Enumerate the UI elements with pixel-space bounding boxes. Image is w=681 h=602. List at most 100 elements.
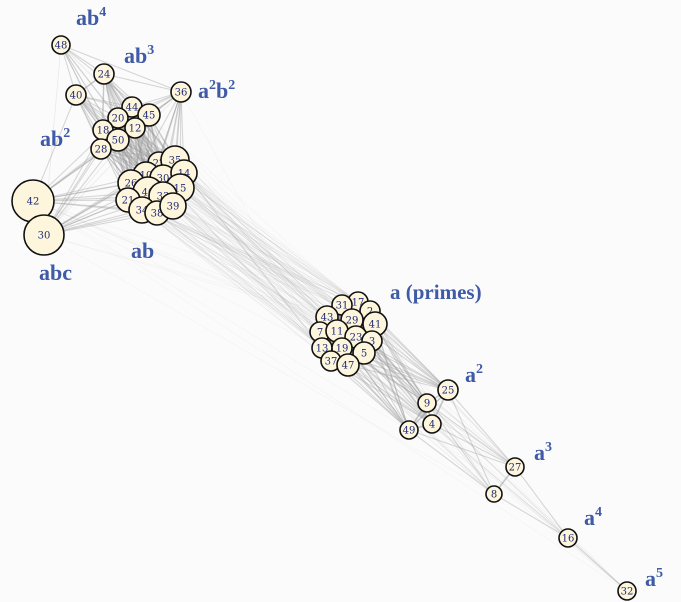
node-label: 16 xyxy=(562,534,575,545)
graph-edge xyxy=(127,199,428,404)
graph-edge xyxy=(355,336,628,592)
node-label: 42 xyxy=(27,197,40,208)
graph-node: 8 xyxy=(485,485,503,503)
graph-edge xyxy=(347,364,449,391)
graph-edge xyxy=(174,159,323,349)
graph-edge xyxy=(162,177,332,362)
graph-edge xyxy=(162,195,569,539)
graph-edge xyxy=(174,159,338,332)
node-label: 30 xyxy=(38,231,51,242)
node-label: 31 xyxy=(336,301,349,312)
graph-edge xyxy=(162,195,321,333)
graph-edge xyxy=(141,209,338,332)
graph-node: 16 xyxy=(558,528,578,548)
graph-node: 45 xyxy=(137,103,161,127)
graph-edge xyxy=(158,91,182,164)
graph-edge xyxy=(431,423,569,539)
graph-edge xyxy=(179,187,410,431)
graph-node: 39 xyxy=(159,192,187,220)
node-label: 2 xyxy=(367,307,373,318)
cluster-labels: ab4 ab3 a2b2 ab2 ab abc a (primes) a2 a3… xyxy=(39,5,663,591)
graph-edge xyxy=(127,199,433,425)
graph-edge xyxy=(141,209,359,303)
node-circle xyxy=(170,81,192,103)
graph-edge xyxy=(319,331,569,539)
graph-edge xyxy=(426,402,516,468)
node-circle xyxy=(437,379,459,401)
graph-edge xyxy=(141,209,328,318)
graph-edge xyxy=(183,172,359,303)
graph-edge xyxy=(134,127,628,592)
graph-edge xyxy=(183,172,321,333)
node-circle xyxy=(107,107,129,129)
graph-edge xyxy=(141,209,371,312)
node-label: 19 xyxy=(336,344,349,355)
graph-edge xyxy=(408,429,495,495)
node-label: 48 xyxy=(55,41,68,52)
node-label: 26 xyxy=(125,179,138,190)
node-circle xyxy=(51,35,71,55)
graph-edge xyxy=(156,212,343,306)
node-label: 18 xyxy=(97,126,110,137)
node-label: 45 xyxy=(143,111,156,122)
graph-edge xyxy=(102,129,371,312)
graph-edge xyxy=(32,200,323,349)
node-circle xyxy=(336,353,360,377)
graph-edge xyxy=(408,429,516,468)
graph-edge xyxy=(347,364,628,592)
label-ab: ab xyxy=(131,238,154,263)
graph-node: 28 xyxy=(90,138,112,160)
graph-edge xyxy=(156,212,371,312)
label-ab3: ab3 xyxy=(124,43,154,68)
graph-node: 27 xyxy=(505,457,525,477)
node-label: 40 xyxy=(70,91,83,102)
label-a3: a3 xyxy=(534,440,552,465)
graph-edge xyxy=(431,423,516,468)
node-label: 34 xyxy=(136,206,149,217)
graph-edge xyxy=(172,205,323,349)
graph-edge xyxy=(141,209,323,349)
node-label: 11 xyxy=(331,327,344,338)
graph-node: 9 xyxy=(417,393,437,413)
graph-edge xyxy=(156,212,323,349)
graph-edge xyxy=(162,177,371,312)
graph-edge xyxy=(336,330,628,592)
graph-edge xyxy=(183,172,332,362)
graph-node: 30 xyxy=(23,214,65,256)
graph-node: 36 xyxy=(170,81,192,103)
graph-edge xyxy=(374,323,449,391)
node-label: 22 xyxy=(153,159,166,170)
node-circle xyxy=(137,103,161,127)
graph-edge xyxy=(32,200,328,318)
graph-edge xyxy=(162,177,343,306)
graph-node: 48 xyxy=(51,35,71,55)
node-circle xyxy=(505,457,525,477)
graph-node: 40 xyxy=(65,84,87,106)
node-label: 3 xyxy=(369,337,375,348)
node-label: 21 xyxy=(122,196,135,207)
node-circle xyxy=(124,117,146,139)
node-circle xyxy=(23,214,65,256)
graph-edge xyxy=(371,340,428,404)
graph-edge xyxy=(174,159,332,362)
node-label: 7 xyxy=(317,328,323,339)
node-label: 30 xyxy=(157,174,170,185)
node-layer: 4824403644204518125028223510301426461521… xyxy=(11,35,637,601)
node-circle xyxy=(485,485,503,503)
graph-edge xyxy=(180,91,323,349)
graph-node: 50 xyxy=(106,128,130,152)
graph-node: 25 xyxy=(437,379,459,401)
graph-edge xyxy=(156,212,569,539)
node-circle xyxy=(106,128,130,152)
graph-edge xyxy=(374,323,428,404)
graph-edge xyxy=(60,44,176,161)
node-label: 32 xyxy=(621,587,634,598)
node-label: 29 xyxy=(346,316,359,327)
node-label: 12 xyxy=(129,124,142,135)
graph-edge xyxy=(447,389,516,468)
graph-edge xyxy=(43,234,328,318)
graph-edge xyxy=(103,73,182,93)
node-circle xyxy=(617,581,637,601)
